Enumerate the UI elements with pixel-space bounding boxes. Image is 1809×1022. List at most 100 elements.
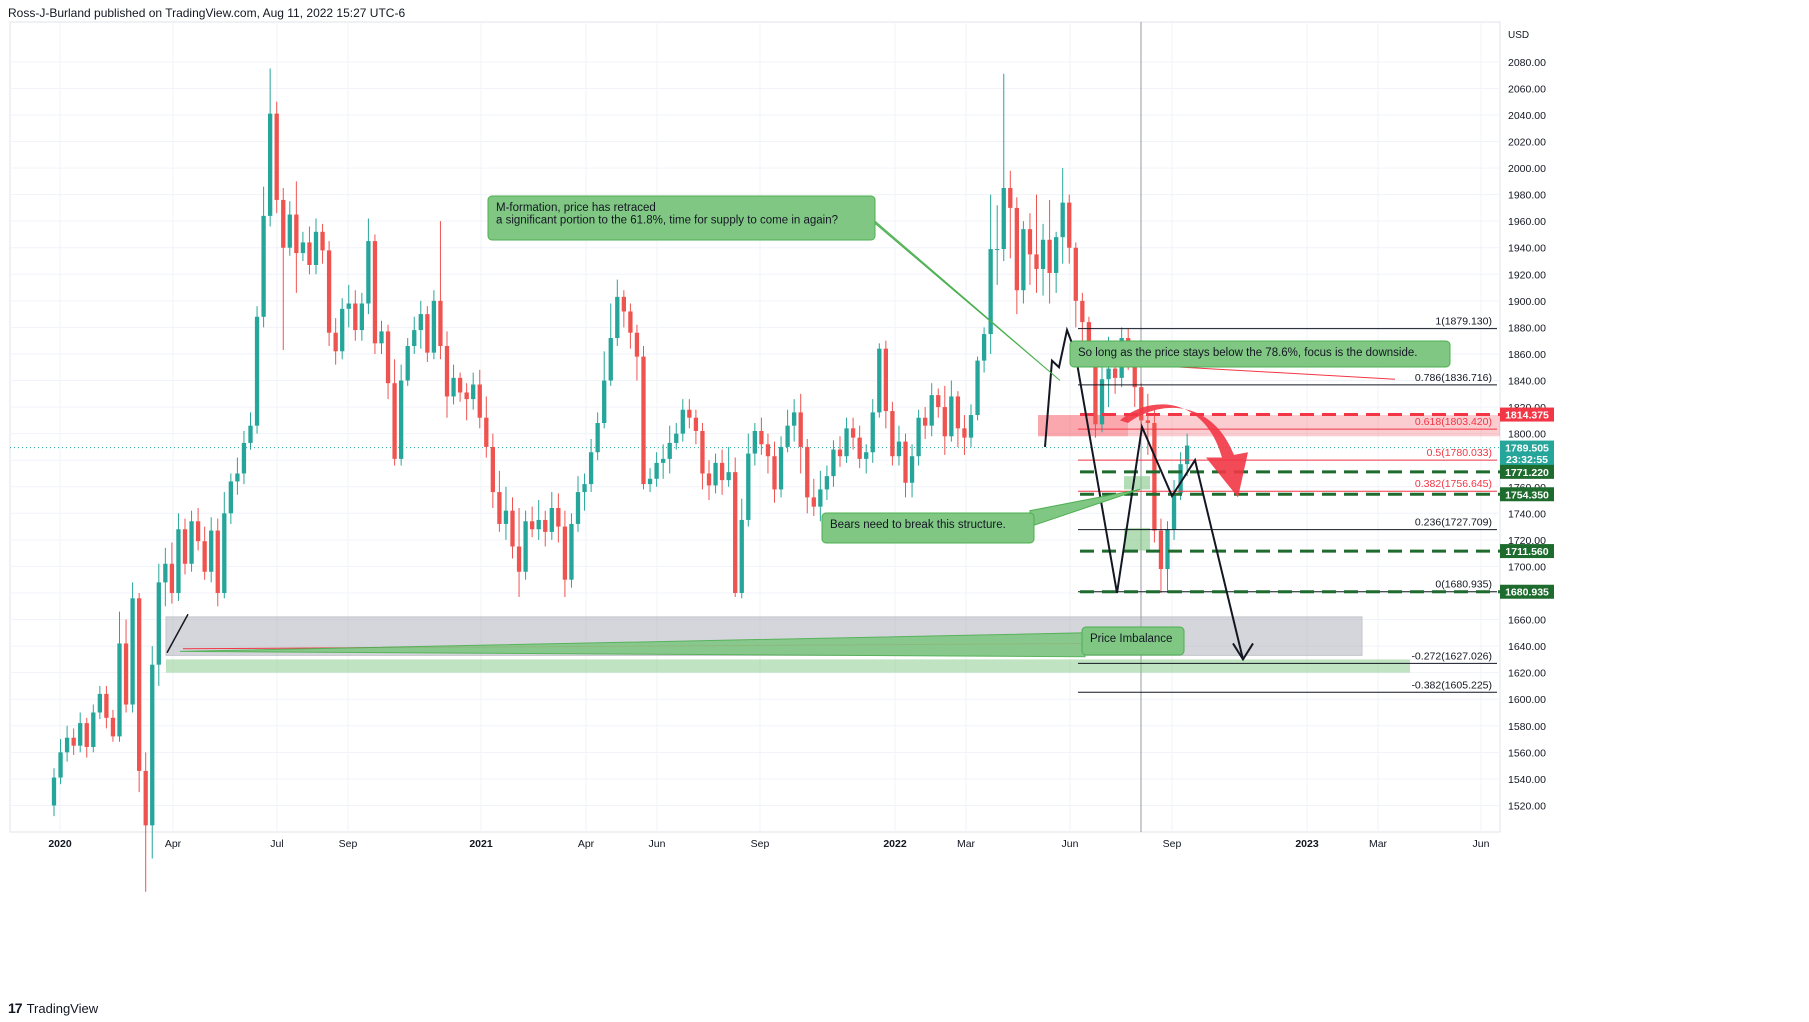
candle-body — [130, 598, 135, 705]
x-tick-label: Sep — [1163, 838, 1182, 850]
m-formation-note-text: a significant portion to the 61.8%, time… — [496, 215, 838, 227]
m-formation-note — [487, 195, 876, 241]
candle-body — [346, 303, 351, 309]
candle-body — [661, 458, 666, 463]
candle-body — [451, 377, 456, 397]
fib-retracement: 1(1879.130) 0.786(1836.716) 0.618(1803.420… — [1078, 316, 1500, 693]
candle-body — [903, 441, 908, 483]
candle-body — [936, 395, 941, 408]
candle-body — [123, 643, 129, 705]
candle-body — [844, 428, 849, 457]
candle-body — [877, 348, 882, 413]
candle-body — [811, 497, 816, 507]
candle-body — [261, 215, 266, 317]
candle-body — [431, 300, 437, 353]
candle-body — [634, 332, 640, 357]
candle-body — [680, 409, 685, 434]
candle-body — [366, 241, 371, 304]
plot-frame — [9, 21, 1501, 833]
candle-body — [1185, 445, 1190, 465]
candle-body — [359, 303, 364, 331]
price-tag — [1500, 584, 1554, 599]
candle-body — [64, 737, 70, 753]
candle-body — [654, 462, 659, 479]
y-tick-label: 1840.00 — [1508, 376, 1546, 388]
candle-body — [929, 395, 934, 426]
candle-body — [543, 519, 548, 532]
candle-body — [78, 723, 83, 746]
candle-body — [215, 530, 220, 593]
candle-body — [569, 523, 574, 580]
fib-label: 0.5(1780.033) — [1427, 447, 1492, 459]
candle-body — [975, 360, 980, 416]
candle-body — [84, 723, 89, 748]
supply-zone-dark — [1038, 415, 1128, 437]
candle-body — [1001, 187, 1006, 250]
candle-body — [733, 472, 738, 593]
bearish-curve-arrow-icon — [1120, 404, 1248, 498]
candle-body — [71, 737, 76, 746]
candle-body — [241, 442, 247, 474]
candle-body — [457, 377, 463, 393]
candle-body — [254, 316, 260, 426]
candle-body — [340, 308, 345, 352]
candle-body — [850, 428, 856, 438]
candle-body — [746, 453, 751, 520]
candle-body — [156, 582, 161, 665]
x-tick-label: Mar — [1369, 838, 1388, 850]
y-tick-label: 1920.00 — [1508, 269, 1546, 281]
candle-body — [464, 392, 469, 400]
candle-body — [163, 563, 168, 583]
candle-body — [857, 437, 862, 459]
candle-body — [412, 330, 417, 346]
price-tag — [1500, 544, 1554, 559]
x-tick-label: 2020 — [48, 838, 72, 850]
fib-label: -0.272(1627.026) — [1411, 650, 1492, 662]
imbalance-note — [1081, 626, 1185, 656]
candle-body — [706, 473, 712, 486]
candle-body — [896, 441, 902, 457]
candle-body — [392, 383, 397, 459]
projection-path — [1044, 326, 1244, 660]
y-tick-label: 1540.00 — [1508, 774, 1546, 786]
price-tag-label: 1771.220 — [1505, 467, 1549, 479]
candle-body — [300, 242, 306, 254]
candle-body — [385, 331, 391, 384]
candle-body — [150, 664, 155, 826]
candle-body — [1014, 207, 1019, 291]
candle-body — [752, 430, 757, 454]
candle-body — [805, 446, 810, 498]
candle-body — [772, 456, 777, 490]
x-tick-label: Jul — [270, 838, 283, 850]
candle-body — [870, 412, 875, 453]
tradingview-logo[interactable]: 17 TradingView — [8, 1000, 98, 1016]
candle-body — [399, 380, 404, 459]
candle-body — [1165, 529, 1170, 570]
candle-body — [890, 411, 895, 457]
publish-header: Ross-J-Burland published on TradingView.… — [8, 6, 406, 20]
candle-body — [274, 113, 279, 200]
y-tick-label: 1640.00 — [1508, 641, 1546, 653]
candle-body — [719, 462, 725, 481]
candle-body — [1152, 423, 1157, 531]
candle-body — [235, 473, 240, 482]
candle-body — [353, 303, 358, 331]
candle-body — [837, 449, 843, 457]
candle-body — [189, 521, 194, 564]
candle-body — [1008, 187, 1013, 208]
candle-body — [268, 113, 273, 216]
candle-body — [182, 529, 188, 564]
chart-grid — [9, 21, 1501, 833]
x-tick-label: Jun — [1062, 838, 1079, 850]
candle-body — [1054, 237, 1059, 273]
candle-body — [418, 314, 423, 331]
price-tag — [1500, 407, 1554, 422]
x-tick-label: Apr — [578, 838, 595, 850]
price-tag — [1500, 452, 1554, 467]
candle-body — [320, 231, 325, 251]
price-tag — [1500, 440, 1554, 455]
candle-body — [1178, 464, 1183, 494]
candle-body — [818, 489, 823, 507]
